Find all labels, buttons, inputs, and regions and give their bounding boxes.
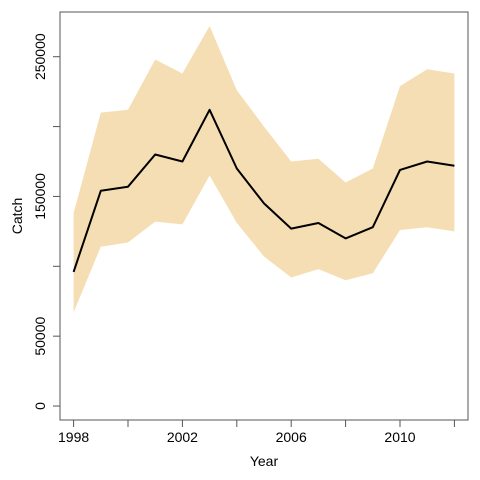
x-tick-label: 2010 bbox=[384, 429, 415, 445]
y-axis-title: Catch bbox=[9, 198, 25, 235]
confidence-band-layer bbox=[73, 26, 455, 313]
y-tick-label: 250000 bbox=[32, 33, 48, 80]
series-line-layer bbox=[72, 108, 455, 273]
y-tick-label: 50000 bbox=[32, 317, 48, 356]
x-tick-label: 1998 bbox=[58, 429, 89, 445]
y-tick-label: 0 bbox=[32, 402, 48, 410]
y-axis: 0 50000 150000 250000 bbox=[32, 33, 61, 410]
x-axis-title: Year bbox=[250, 453, 279, 469]
x-axis: 1998 2002 2006 2010 bbox=[58, 419, 455, 445]
x-tick-label: 2002 bbox=[167, 429, 198, 445]
x-tick-label: 2006 bbox=[276, 429, 307, 445]
confidence-band bbox=[73, 26, 455, 313]
y-tick-label: 150000 bbox=[32, 173, 48, 220]
series-line-0 bbox=[72, 108, 455, 273]
